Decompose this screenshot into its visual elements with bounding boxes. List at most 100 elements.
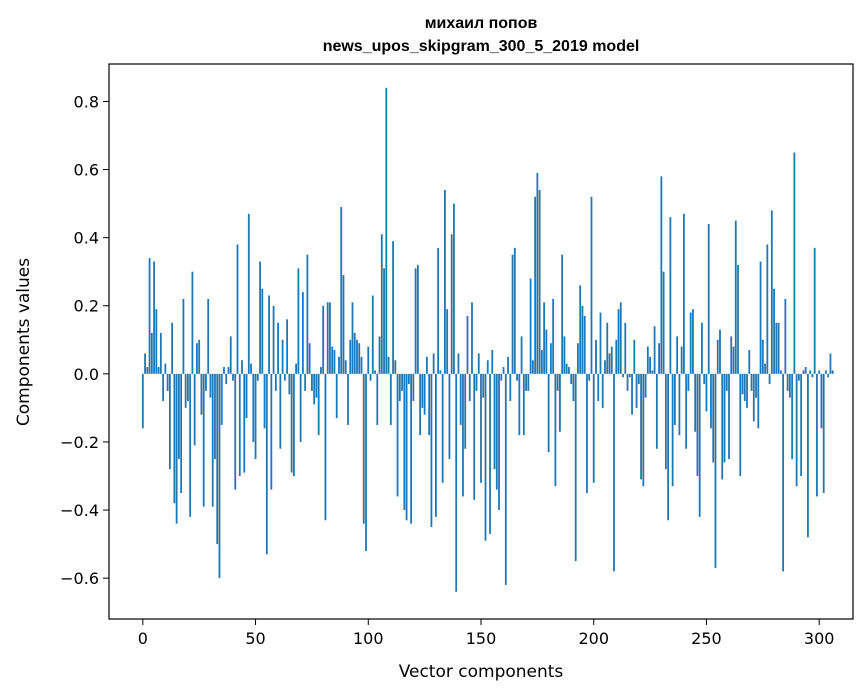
- bar: [468, 373, 471, 402]
- bar: [383, 268, 385, 374]
- bar: [635, 373, 638, 408]
- bar: [286, 319, 289, 374]
- bar: [640, 373, 642, 480]
- bar: [660, 176, 663, 374]
- bar: [586, 373, 588, 494]
- bar: [378, 336, 381, 374]
- bar: [678, 373, 681, 436]
- bar: [807, 373, 809, 538]
- bar: [529, 278, 532, 374]
- bar: [229, 336, 232, 374]
- bar: [394, 360, 397, 374]
- bar: [531, 360, 534, 374]
- bar: [225, 373, 228, 385]
- bar: [626, 373, 629, 391]
- bar: [595, 339, 597, 374]
- bar: [712, 373, 715, 463]
- bar: [482, 373, 485, 398]
- bar: [283, 373, 286, 381]
- bar: [613, 373, 615, 572]
- bar: [540, 350, 543, 374]
- bar: [304, 373, 307, 391]
- bar: [502, 367, 505, 374]
- bar: [277, 322, 279, 374]
- bar: [223, 367, 225, 374]
- bar: [410, 373, 413, 524]
- bar: [475, 373, 478, 391]
- bar: [274, 373, 277, 391]
- bar: [252, 373, 255, 442]
- bar: [444, 189, 446, 374]
- bar: [721, 373, 724, 480]
- x-tick-label: 300: [804, 629, 835, 648]
- bar: [653, 326, 656, 374]
- bar: [466, 315, 469, 374]
- bar: [340, 207, 343, 374]
- bar: [795, 373, 798, 487]
- bar: [683, 213, 685, 374]
- bar: [232, 373, 234, 381]
- x-tick-label: 50: [245, 629, 265, 648]
- bar: [414, 268, 417, 374]
- bar: [509, 373, 512, 402]
- bar: [360, 356, 363, 374]
- bar: [743, 373, 746, 402]
- bar: [324, 373, 327, 521]
- bar: [416, 264, 419, 374]
- bar: [777, 322, 780, 374]
- bar: [536, 172, 539, 374]
- bar: [644, 373, 647, 398]
- bar: [671, 373, 674, 487]
- bar: [216, 373, 219, 545]
- bar: [719, 329, 721, 374]
- bar: [177, 373, 180, 459]
- bar: [773, 288, 775, 374]
- bar: [144, 353, 146, 374]
- bar: [254, 373, 257, 459]
- bar: [380, 234, 383, 374]
- bar: [768, 373, 771, 385]
- bar: [759, 261, 762, 374]
- bar: [331, 346, 334, 374]
- bar: [705, 373, 708, 412]
- bar: [421, 373, 424, 408]
- bar: [322, 305, 325, 374]
- bar: [412, 373, 415, 402]
- bar: [525, 373, 527, 391]
- bar: [290, 373, 293, 473]
- bar: [809, 370, 812, 374]
- chart-title-line2: news_upos_skipgram_300_5_2019 model: [323, 38, 640, 55]
- bar: [579, 285, 582, 374]
- bar: [831, 370, 834, 374]
- bar: [347, 373, 349, 425]
- bar: [597, 373, 600, 402]
- bar: [353, 332, 356, 374]
- bar: [166, 373, 169, 391]
- y-axis-label: Components values: [14, 258, 34, 426]
- bar: [171, 322, 174, 374]
- bar: [175, 373, 178, 524]
- bar: [439, 370, 442, 374]
- bar: [577, 343, 579, 374]
- bar: [556, 373, 559, 391]
- bar: [513, 247, 516, 374]
- bar: [457, 353, 460, 374]
- bar: [317, 373, 320, 436]
- bar: [710, 373, 712, 429]
- bar: [297, 268, 300, 374]
- y-tick-label: −0.6: [60, 569, 99, 588]
- bar: [234, 373, 237, 490]
- bar: [311, 373, 313, 391]
- bar: [387, 356, 390, 374]
- bar: [211, 373, 214, 507]
- bar: [737, 264, 739, 374]
- bar: [748, 350, 751, 374]
- bar: [728, 373, 730, 459]
- bar: [822, 373, 825, 494]
- bar: [419, 373, 422, 436]
- bar: [261, 288, 264, 374]
- bar: [692, 309, 694, 374]
- bar: [338, 356, 340, 374]
- bar: [574, 373, 577, 562]
